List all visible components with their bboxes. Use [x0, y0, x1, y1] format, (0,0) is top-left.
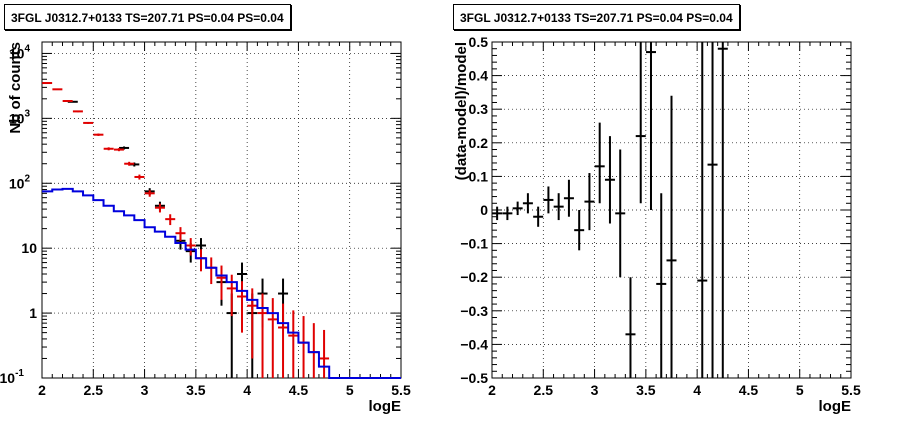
- left-y-axis-title: Nb of counts: [7, 42, 24, 134]
- right-y-tick-label: −0.4: [460, 336, 488, 352]
- left-x-tick-label: 5.5: [391, 382, 411, 398]
- right-x-tick-label: 2: [488, 382, 496, 398]
- right-x-tick-label: 5.5: [841, 382, 861, 398]
- left-x-tick-label: 4: [243, 382, 251, 398]
- left-plot-title: 3FGL J0312.7+0133 TS=207.71 PS=0.04 PS=0…: [4, 4, 291, 30]
- left-x-tick-label: 4.5: [289, 382, 309, 398]
- left-x-axis-title: logE: [369, 398, 402, 415]
- right-x-tick-label: 4.5: [739, 382, 759, 398]
- right-plot-title: 3FGL J0312.7+0133 TS=207.71 PS=0.04 PS=0…: [453, 4, 740, 30]
- right-y-tick-label: −0.5: [460, 370, 488, 386]
- left-model-step-line: [42, 187, 401, 379]
- right-y-tick-label: 0: [480, 202, 488, 218]
- right-y-tick-label: 0.3: [469, 101, 489, 117]
- right-y-tick-label: 0.1: [469, 168, 489, 184]
- right-y-tick-label: −0.2: [460, 269, 488, 285]
- right-x-tick-label: 4: [693, 382, 701, 398]
- left-x-tick-label: 5: [346, 382, 354, 398]
- left-x-tick-label: 3: [141, 382, 149, 398]
- left-x-tick-label: 2.5: [84, 382, 104, 398]
- left-y-tick-label: 10: [21, 240, 37, 256]
- left-y-tick-label: 1: [29, 305, 37, 321]
- right-y-tick-label: −0.1: [460, 236, 488, 252]
- right-x-axis-title: logE: [819, 398, 852, 415]
- left-x-tick-label: 3.5: [186, 382, 206, 398]
- right-y-tick-label: 0.5: [469, 34, 489, 50]
- right-y-axis-title: (data-model)/model: [453, 42, 470, 180]
- left-x-tick-label: 2: [38, 382, 46, 398]
- right-y-tick-label: 0.2: [469, 135, 489, 151]
- left-plot-frame: [41, 41, 402, 379]
- right-x-tick-label: 3: [591, 382, 599, 398]
- left-y-tick-label: 10-1: [0, 368, 24, 386]
- right-y-tick-label: −0.3: [460, 303, 488, 319]
- right-y-tick-label: 0.4: [469, 68, 489, 84]
- right-x-tick-label: 2.5: [534, 382, 554, 398]
- right-x-tick-label: 5: [796, 382, 804, 398]
- right-x-tick-label: 3.5: [636, 382, 656, 398]
- left-y-tick-label: 102: [9, 173, 31, 191]
